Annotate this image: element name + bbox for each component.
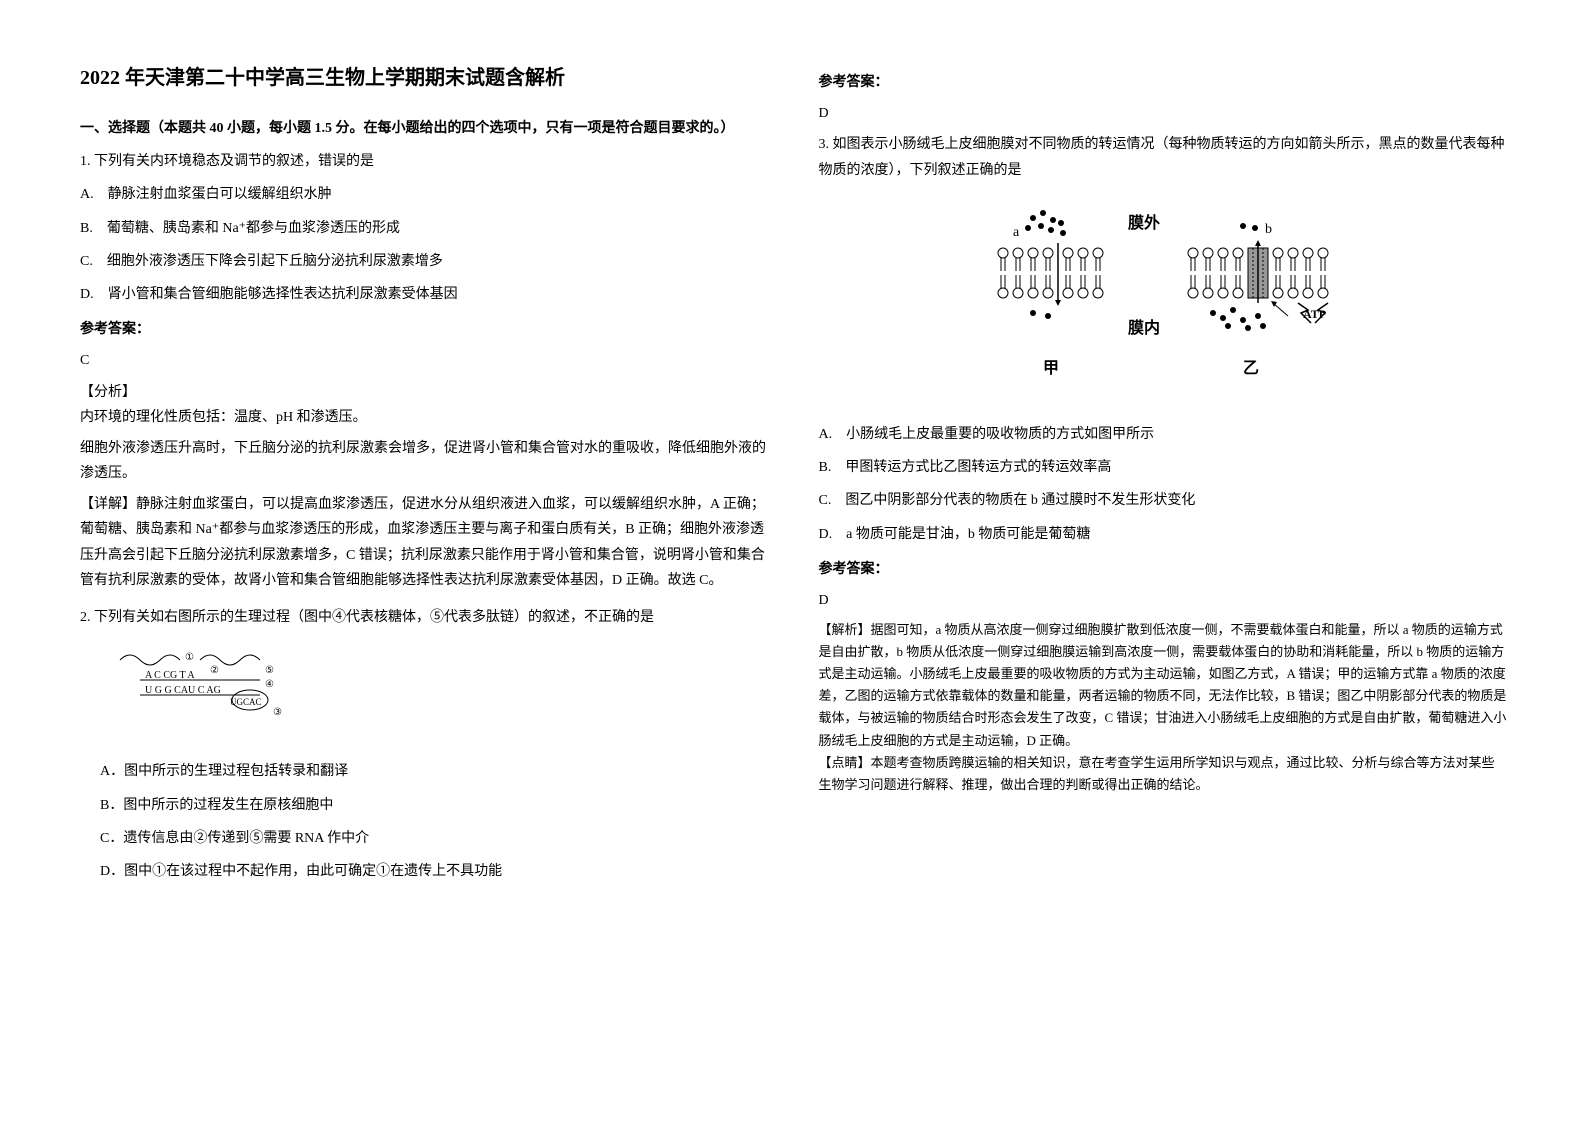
svg-text:乙: 乙 — [1243, 360, 1259, 377]
svg-text:甲: 甲 — [1043, 359, 1059, 377]
q1-option-d: D. 肾小管和集合管细胞能够选择性表达抗利尿激素受体基因 — [80, 282, 769, 307]
q3-answer-header: 参考答案： — [819, 557, 1508, 582]
question-1: 1. 下列有关内环境稳态及调节的叙述，错误的是 A. 静脉注射血浆蛋白可以缓解组… — [80, 149, 769, 593]
q3-option-a: A. 小肠绒毛上皮最重要的吸收物质的方式如图甲所示 — [819, 422, 1508, 447]
svg-text:②: ② — [210, 665, 219, 676]
q3-text: 3. 如图表示小肠绒毛上皮细胞膜对不同物质的转运情况（每种物质转运的方向如箭头所… — [819, 132, 1508, 182]
q3-figure: a — [963, 198, 1363, 407]
svg-text:⑤: ⑤ — [265, 665, 274, 676]
membrane-transport-svg: a — [973, 198, 1353, 398]
left-column: 2022 年天津第二十中学高三生物上学期期末试题含解析 一、选择题（本题共 40… — [80, 60, 769, 896]
q1-option-b: B. 葡萄糖、胰岛素和 Na⁺都参与血浆渗透压的形成 — [80, 216, 769, 241]
question-3: 3. 如图表示小肠绒毛上皮细胞膜对不同物质的转运情况（每种物质转运的方向如箭头所… — [819, 132, 1508, 795]
svg-text:①: ① — [185, 652, 194, 663]
svg-text:膜内: 膜内 — [1128, 318, 1160, 337]
q2-answer: D — [819, 101, 1508, 126]
right-column: 参考答案： D 3. 如图表示小肠绒毛上皮细胞膜对不同物质的转运情况（每种物质转… — [819, 60, 1508, 896]
q2-option-b: B．图中所示的过程发生在原核细胞中 — [100, 793, 769, 818]
q1-answer-header: 参考答案： — [80, 317, 769, 342]
q2-option-c: C．遗传信息由②传递到⑤需要 RNA 作中介 — [100, 826, 769, 851]
question-2: 2. 下列有关如右图所示的生理过程（图中④代表核糖体，⑤代表多肽链）的叙述，不正… — [80, 605, 769, 884]
rna-translation-svg: ① ② A C CG T A U G G CAU C AG ④ UGCAC ③ … — [110, 645, 310, 735]
q1-analysis-1: 内环境的理化性质包括：温度、pH 和渗透压。 — [80, 405, 769, 430]
q2-option-d: D．图中①在该过程中不起作用，由此可确定①在遗传上不具功能 — [100, 859, 769, 884]
svg-text:UGCAC: UGCAC — [230, 697, 262, 707]
q1-analysis-label: 【分析】 — [80, 380, 769, 405]
svg-text:④: ④ — [265, 679, 274, 690]
q3-option-b: B. 甲图转运方式比乙图转运方式的转运效率高 — [819, 455, 1508, 480]
q1-answer: C — [80, 348, 769, 373]
q2-option-a: A．图中所示的生理过程包括转录和翻译 — [100, 759, 769, 784]
q3-explanation-1: 【解析】据图可知，a 物质从高浓度一侧穿过细胞膜扩散到低浓度一侧，不需要载体蛋白… — [819, 619, 1508, 752]
svg-text:③: ③ — [273, 707, 282, 718]
svg-text:膜外: 膜外 — [1128, 213, 1160, 232]
q2-answer-header: 参考答案： — [819, 70, 1508, 95]
q1-text: 1. 下列有关内环境稳态及调节的叙述，错误的是 — [80, 149, 769, 174]
membrane-yi: b — [1188, 222, 1328, 377]
q1-detail: 【详解】静脉注射血浆蛋白，可以提高血浆渗透压，促进水分从组织液进入血浆，可以缓解… — [80, 492, 769, 593]
membrane-jia: a — [998, 210, 1103, 377]
page-title: 2022 年天津第二十中学高三生物上学期期末试题含解析 — [80, 60, 769, 96]
svg-text:A C CG T A: A C CG T A — [145, 670, 195, 681]
svg-text:b: b — [1265, 222, 1272, 237]
q1-option-c: C. 细胞外液渗透压下降会引起下丘脑分泌抗利尿激素增多 — [80, 249, 769, 274]
q2-text: 2. 下列有关如右图所示的生理过程（图中④代表核糖体，⑤代表多肽链）的叙述，不正… — [80, 605, 769, 630]
q1-analysis-2: 细胞外液渗透压升高时，下丘脑分泌的抗利尿激素会增多，促进肾小管和集合管对水的重吸… — [80, 436, 769, 486]
q3-answer: D — [819, 588, 1508, 613]
section-header: 一、选择题（本题共 40 小题，每小题 1.5 分。在每小题给出的四个选项中，只… — [80, 116, 769, 141]
q3-explanation-2: 【点睛】本题考查物质跨膜运输的相关知识，意在考查学生运用所学知识与观点，通过比较… — [819, 752, 1508, 796]
svg-text:a: a — [1013, 225, 1020, 240]
q2-figure: ① ② A C CG T A U G G CAU C AG ④ UGCAC ③ … — [110, 645, 769, 744]
q3-option-c: C. 图乙中阴影部分代表的物质在 b 通过膜时不发生形状变化 — [819, 488, 1508, 513]
q1-option-a: A. 静脉注射血浆蛋白可以缓解组织水肿 — [80, 182, 769, 207]
q3-option-d: D. a 物质可能是甘油，b 物质可能是葡萄糖 — [819, 522, 1508, 547]
svg-text:U G G CAU C AG: U G G CAU C AG — [145, 685, 221, 696]
